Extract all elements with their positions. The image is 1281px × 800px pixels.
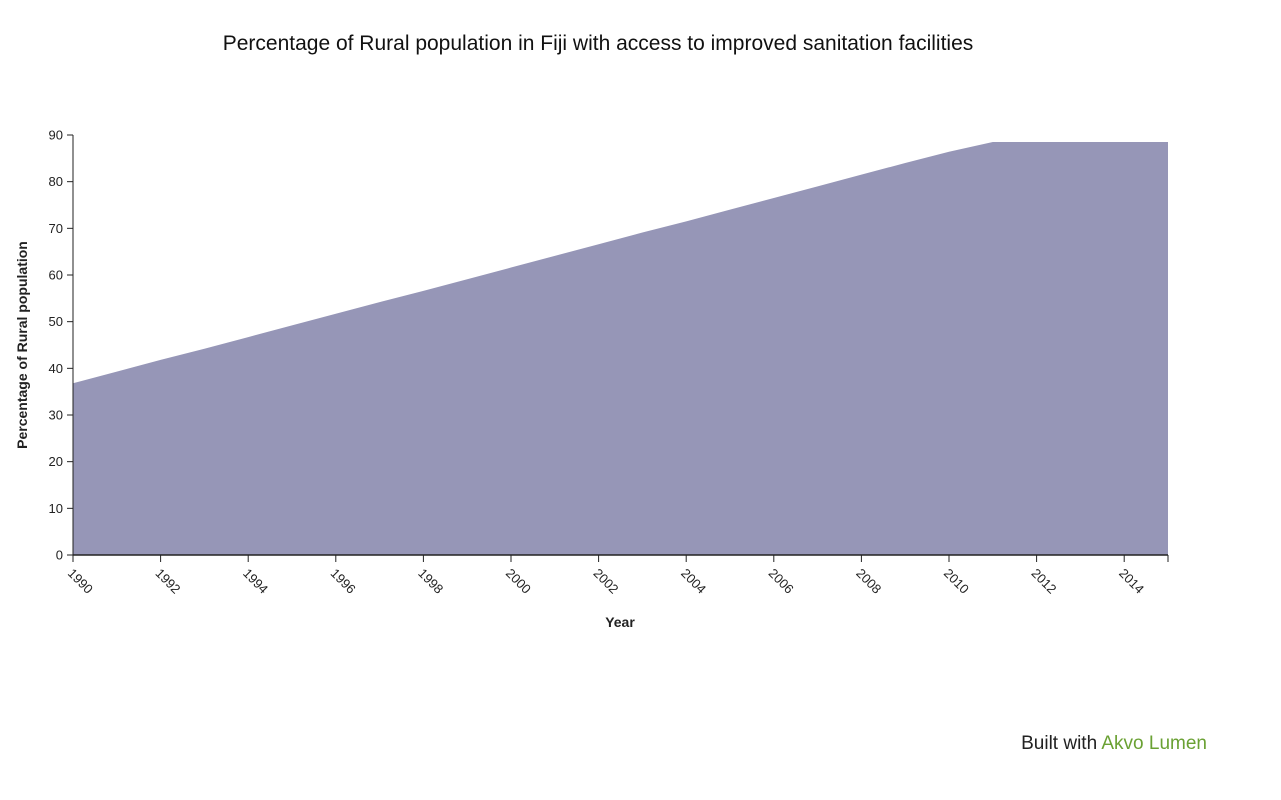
chart-title: Percentage of Rural population in Fiji w… — [222, 32, 974, 55]
y-tick-label: 20 — [49, 454, 63, 469]
area-series — [73, 142, 1168, 555]
x-tick-label: 2000 — [503, 566, 534, 597]
x-tick-label: 1996 — [328, 566, 359, 597]
x-tick-label: 2004 — [678, 566, 709, 597]
x-axis-title: Year — [605, 614, 635, 630]
x-axis: 1990 1992 1994 1996 1998 2000 2002 2004 2006 2008… — [65, 554, 1169, 597]
x-tick-label: 2014 — [1116, 566, 1147, 597]
y-axis: 0 10 20 30 40 50 60 70 80 90 — [49, 128, 74, 563]
x-tick-label: 1992 — [152, 566, 183, 597]
y-tick-label: 30 — [49, 408, 63, 423]
y-tick-label: 80 — [49, 174, 63, 189]
x-tick-label: 1994 — [240, 566, 271, 597]
x-tick-label: 2008 — [853, 566, 884, 597]
y-tick-label: 50 — [49, 314, 63, 329]
y-tick-label: 70 — [49, 221, 63, 236]
footer-credit: Built with Akvo Lumen — [1021, 733, 1207, 755]
x-tick-label: 2002 — [590, 566, 621, 597]
y-tick-label: 90 — [49, 128, 63, 143]
x-tick-label: 2012 — [1028, 566, 1059, 597]
x-tick-label: 1998 — [415, 566, 446, 597]
plot-area — [73, 142, 1168, 555]
footer-prefix: Built with — [1021, 733, 1102, 754]
x-tick-label: 2006 — [766, 566, 797, 597]
y-tick-label: 0 — [56, 548, 63, 563]
y-tick-label: 60 — [49, 268, 63, 283]
y-tick-label: 10 — [49, 501, 63, 516]
x-tick-label: 2010 — [941, 566, 972, 597]
x-tick-label: 1990 — [65, 566, 96, 597]
y-tick-label: 40 — [49, 361, 63, 376]
y-axis-title: Percentage of Rural population — [14, 241, 30, 449]
akvo-lumen-link[interactable]: Akvo Lumen — [1101, 733, 1207, 754]
